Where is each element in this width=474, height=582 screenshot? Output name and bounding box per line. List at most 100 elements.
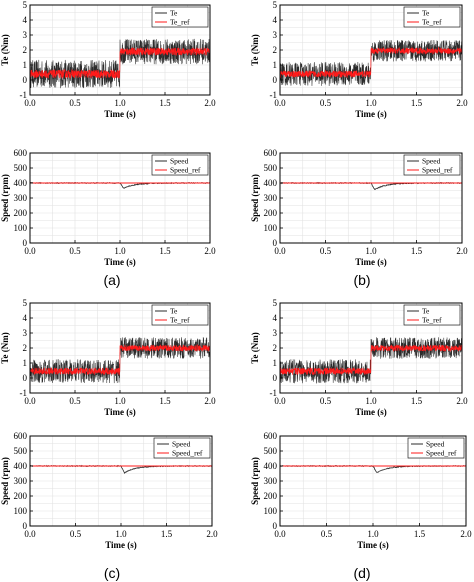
y-tick-label: 0: [23, 238, 28, 248]
y-tick-label: 100: [264, 223, 278, 233]
y-tick-label: 200: [14, 491, 28, 501]
chart-1: 0.0 0.5 1.0 1.5 2.0 -1 0 1 2 3 4 5 Time (s) Te (Nm) Te…: [0, 0, 216, 119]
series-te-ref: [279, 344, 463, 376]
x-tick-label: 0.0: [274, 98, 286, 108]
legend-label: Speed: [422, 157, 441, 166]
legend-label: Te_ref: [170, 18, 190, 27]
y-axis-label: Te (Nm): [0, 332, 10, 363]
x-tick-label: 0.5: [69, 246, 81, 256]
y-tick-label: 300: [14, 193, 28, 203]
legend-label: Te_ref: [170, 316, 190, 325]
y-tick-label: 100: [264, 506, 278, 516]
x-axis-label: Time (s): [355, 109, 387, 119]
x-tick-label: 0.5: [70, 529, 82, 539]
chart-7: 0.0 0.5 1.0 1.5 2.0 -1 0 1 2 3 4 5 Time (s) Te (Nm) Te…: [250, 298, 468, 417]
chart-2: 0.0 0.5 1.0 1.5 2.0 0 100 200 300 400 500 600 Time (…: [0, 148, 216, 267]
legend-label: Speed_ref: [426, 449, 457, 458]
y-tick-label: 4: [273, 313, 278, 323]
legend-label: Te: [422, 9, 430, 18]
x-axis-label: Time (s): [355, 257, 387, 267]
x-tick-label: 0.0: [24, 98, 36, 108]
chart-5: 0.0 0.5 1.0 1.5 2.0 -1 0 1 2 3 4 5 Time (s) Te (Nm) Te…: [0, 298, 216, 417]
y-tick-label: 600: [264, 431, 278, 441]
x-tick-label: 2.0: [204, 396, 216, 406]
x-tick-label: 1.5: [159, 98, 171, 108]
y-tick-label: 0: [23, 521, 28, 531]
y-tick-label: 300: [264, 476, 278, 486]
y-tick-label: 3: [23, 30, 28, 40]
y-tick-label: 400: [14, 461, 28, 471]
panel-label: (b): [353, 272, 370, 288]
y-tick-label: 500: [14, 446, 28, 456]
x-tick-label: 1.0: [115, 529, 127, 539]
y-tick-label: 5: [273, 298, 278, 308]
x-tick-label: 2.0: [204, 98, 216, 108]
x-tick-label: 1.5: [159, 246, 171, 256]
y-tick-label: -1: [270, 90, 278, 100]
chart-4: 0.0 0.5 1.0 1.5 2.0 0 100 200 300 400 500 600 Time (…: [250, 148, 468, 267]
y-tick-label: 400: [264, 461, 278, 471]
x-tick-label: 0.5: [69, 98, 81, 108]
x-tick-label: 0.0: [24, 396, 36, 406]
x-tick-label: 1.5: [411, 98, 423, 108]
y-tick-label: 0: [273, 521, 278, 531]
y-tick-label: -1: [20, 388, 28, 398]
legend-label: Speed_ref: [422, 166, 453, 175]
y-tick-label: 3: [23, 328, 28, 338]
y-tick-label: 0: [273, 373, 278, 383]
y-tick-label: 2: [273, 45, 278, 55]
y-tick-label: 2: [23, 45, 28, 55]
y-axis-label: Speed (rpm): [250, 174, 260, 222]
x-tick-label: 2.0: [206, 529, 218, 539]
y-axis-label: Speed (rpm): [250, 457, 260, 505]
x-tick-label: 0.5: [69, 396, 81, 406]
legend-label: Te: [170, 9, 178, 18]
panel-label: (c): [104, 565, 120, 581]
x-tick-label: 1.5: [159, 396, 171, 406]
legend-label: Te: [170, 307, 178, 316]
y-tick-label: 5: [23, 0, 28, 10]
y-tick-label: -1: [270, 388, 278, 398]
x-tick-label: 0.0: [274, 396, 286, 406]
y-tick-label: 1: [23, 358, 28, 368]
x-tick-label: 0.5: [321, 529, 333, 539]
y-tick-label: 100: [14, 506, 28, 516]
y-tick-label: 4: [23, 15, 28, 25]
y-tick-label: 100: [14, 223, 28, 233]
y-axis-label: Speed (rpm): [0, 174, 10, 222]
x-tick-label: 2.0: [456, 98, 468, 108]
chart-6: 0.0 0.5 1.0 1.5 2.0 0 100 200 300 400 500 600 Time (…: [0, 431, 218, 550]
y-tick-label: 500: [264, 446, 278, 456]
y-tick-label: 0: [23, 75, 28, 85]
x-tick-label: 0.0: [24, 529, 36, 539]
series-te-ref: [29, 343, 211, 376]
x-axis-label: Time (s): [355, 407, 387, 417]
x-tick-label: 0.5: [320, 98, 332, 108]
y-tick-label: 300: [14, 476, 28, 486]
x-axis-label: Time (s): [357, 540, 389, 550]
y-tick-label: 4: [273, 15, 278, 25]
x-tick-label: 2.0: [460, 529, 472, 539]
y-tick-label: 2: [23, 343, 28, 353]
x-tick-label: 2.0: [456, 396, 468, 406]
x-tick-label: 1.0: [365, 396, 377, 406]
y-tick-label: 1: [273, 358, 278, 368]
y-tick-label: 400: [264, 178, 278, 188]
x-tick-label: 1.0: [114, 396, 126, 406]
x-tick-label: 1.0: [114, 246, 126, 256]
x-tick-label: 1.5: [161, 529, 173, 539]
x-tick-label: 0.5: [320, 246, 332, 256]
y-axis-label: Te (Nm): [250, 332, 260, 363]
y-tick-label: 200: [14, 208, 28, 218]
legend-label: Speed: [170, 157, 189, 166]
y-tick-label: 2: [273, 343, 278, 353]
x-tick-label: 0.0: [24, 246, 36, 256]
